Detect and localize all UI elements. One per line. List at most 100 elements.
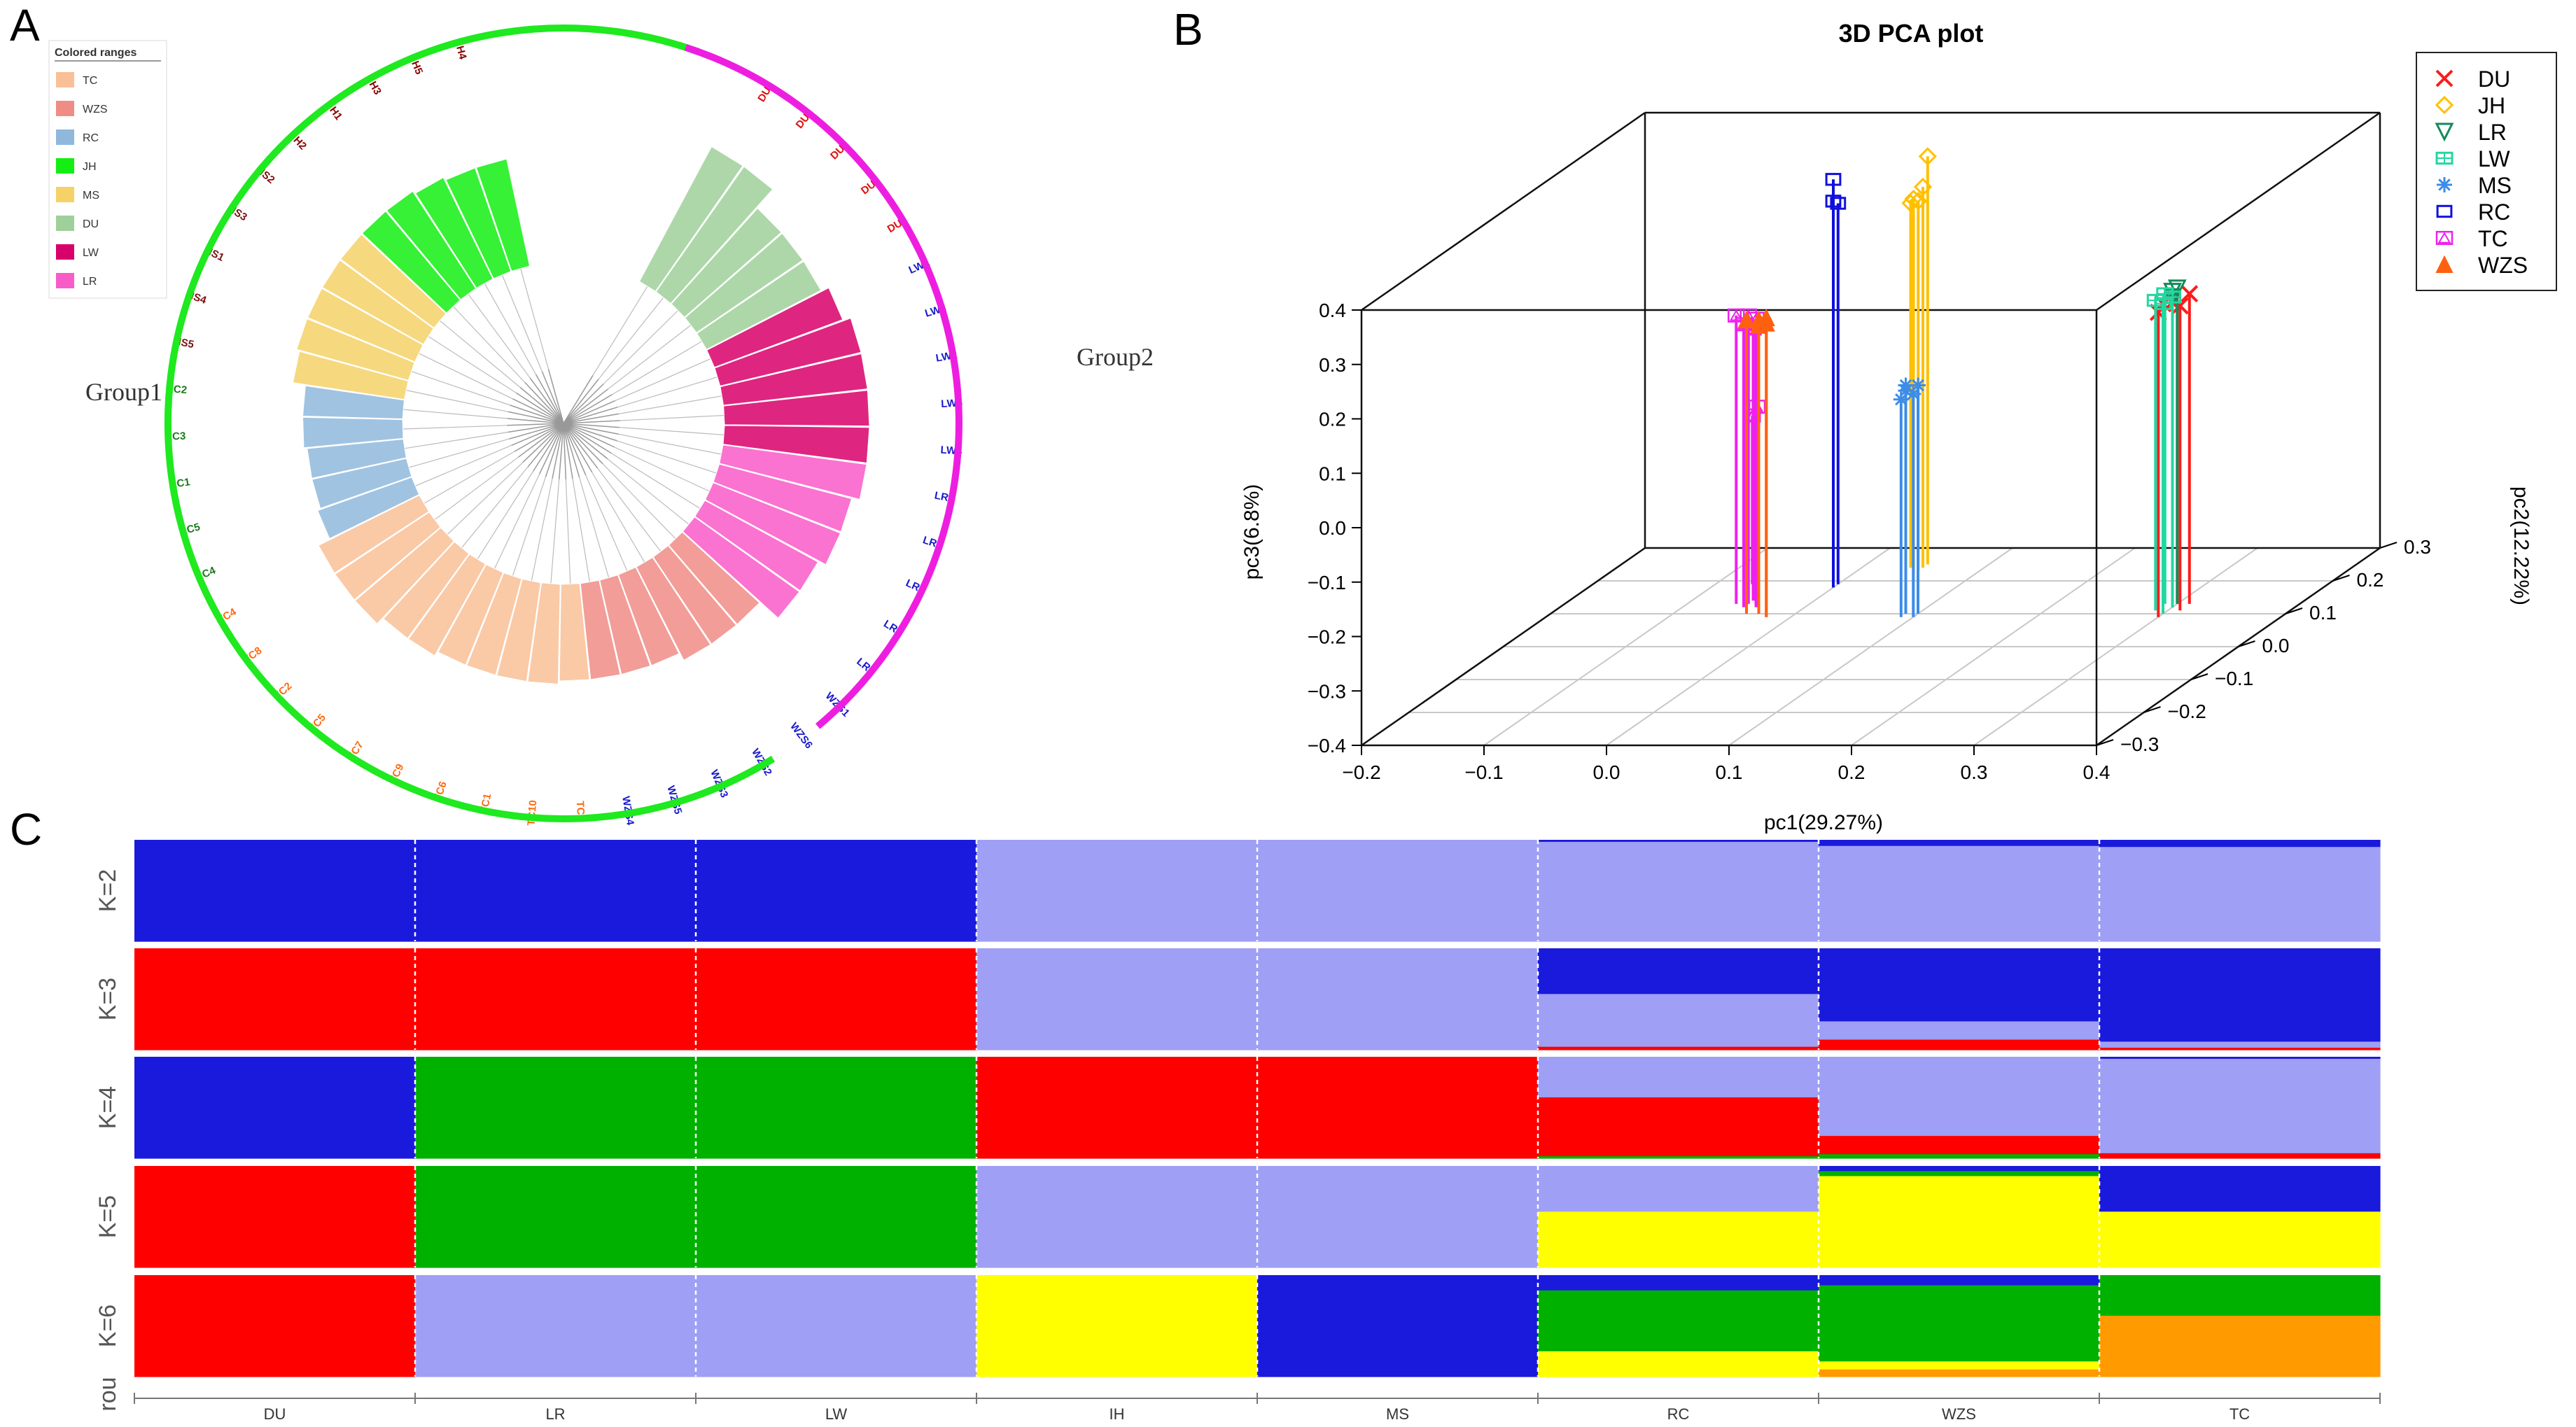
tree-ray — [522, 423, 564, 463]
tree-ray — [563, 423, 598, 469]
pca-point-lw-cross — [2155, 298, 2171, 309]
tree-ray — [547, 369, 564, 424]
tree-branch-du4 — [655, 166, 774, 304]
tree-ray — [510, 405, 564, 424]
x-tick-label: 0.3 — [1961, 761, 1988, 783]
admix-bar-rc-yellow — [1538, 1211, 1819, 1268]
tree-ray — [404, 431, 508, 449]
tree-branch-lr5 — [719, 444, 867, 500]
tree-ray — [563, 423, 580, 478]
admix-bar-wzs-yellow — [1819, 1176, 2100, 1268]
pca-point-wzs — [1757, 308, 1775, 327]
admix-bar-rc-red — [1538, 1046, 1819, 1050]
admix-bar-rc-lavender — [1538, 841, 1819, 942]
admix-bar-tc-blue — [2099, 1166, 2381, 1212]
pca-point-ms — [1905, 386, 1921, 402]
tree-branch-wzs1 — [668, 531, 760, 625]
admix-bar-ih-lavender — [976, 948, 1258, 1050]
tree-ray — [563, 400, 616, 424]
pca-legend-marker-wzs — [2435, 255, 2454, 273]
admix-bar-rc-blue — [1538, 1275, 1819, 1291]
admix-k-label: K=5 — [94, 1195, 121, 1238]
legend-swatch-du — [56, 216, 74, 231]
pca-ticks: −0.2 −0.1 0.0 0.1 0.2 0.3 0.4 −0.4 −0.3 −0.2 −0.1 0… — [1308, 300, 2431, 783]
tree-ray — [603, 310, 679, 384]
tree-ray — [592, 472, 645, 563]
admix-bar-tc-yellow — [2099, 1211, 2381, 1268]
panel-label-b: B — [1173, 4, 1203, 55]
tree-legend: Colored ranges TC WZS RC JH MS DU LW LR — [48, 40, 167, 299]
tree-branch-tc10 — [527, 582, 561, 685]
tree-branch-ms4 — [296, 318, 415, 381]
tree-ray — [602, 463, 676, 540]
admix-bar-lr-red — [415, 948, 696, 1050]
legend-swatch-ms — [56, 187, 74, 202]
pca-legend-label-wzs: WZS — [2478, 253, 2528, 278]
group2-arc — [685, 43, 962, 729]
tree-branch-lw5 — [723, 390, 870, 427]
tree-branch-ms5 — [292, 351, 409, 400]
pca-series-rc — [1825, 173, 1847, 588]
tree-ray — [402, 425, 507, 430]
admix-bar-tc-blue — [2099, 1057, 2381, 1060]
z-tick-label: −0.2 — [2168, 701, 2206, 722]
tree-ray — [608, 325, 692, 390]
tree-branch-lw1 — [706, 287, 844, 368]
pca-point-jh — [1901, 194, 1920, 213]
y-tick-label: 0.3 — [1319, 354, 1346, 376]
pca-series-ms — [1893, 377, 1926, 617]
tree-branch-jh1 — [386, 190, 477, 300]
tree-branch-lr1 — [704, 482, 841, 565]
tree-branch-du2 — [671, 207, 782, 318]
tree-ray — [439, 320, 521, 388]
tree-branch-jh5 — [445, 167, 512, 279]
admix-k-label: K=2 — [94, 869, 121, 912]
admix-bar-ms-lavender — [1257, 840, 1539, 942]
admix-bottom-label: rou — [94, 1377, 121, 1411]
tree-ray — [507, 418, 564, 424]
y-tick-label: −0.4 — [1308, 735, 1346, 757]
tree-ray — [541, 371, 564, 424]
tree-ray — [508, 411, 564, 424]
tree-ray — [535, 374, 564, 424]
admix-bar-tc-red — [2099, 1153, 2381, 1159]
pca-legend-marker-ms — [2437, 177, 2452, 192]
admix-bar-du-blue — [134, 1057, 416, 1159]
admix-pop-label-tc: TC — [2230, 1405, 2250, 1423]
tree-branch-lr4 — [713, 463, 853, 533]
tree-ray — [563, 423, 573, 479]
tree-branch-wzs2 — [636, 556, 711, 661]
pca-point-jh — [1913, 177, 1933, 197]
admixture-rows: K=2 K=3 K=4 K=5 K=6 — [94, 840, 2381, 1377]
tree-branch-tc2 — [354, 527, 455, 625]
tree-ray — [563, 423, 603, 465]
pca-legend-marker-tc-tri — [2437, 232, 2451, 244]
tree-branch-tc4 — [318, 494, 430, 574]
leaf-label-tc10: TC10 — [526, 800, 540, 827]
tree-ray — [509, 423, 564, 440]
floor-grid-line — [1728, 547, 2013, 746]
floor-grid-line — [1851, 547, 2136, 746]
admix-bar-du-red — [134, 1275, 416, 1377]
tree-ray — [563, 423, 587, 476]
legend-label-du: DU — [83, 218, 99, 230]
admix-pop-label-wzs: WZS — [1942, 1405, 1976, 1423]
y-tick-label: −0.1 — [1308, 572, 1346, 593]
floor-grid-line — [1973, 547, 2258, 746]
tree-ray — [501, 274, 542, 372]
pca-points — [1728, 147, 2199, 617]
group1-arc — [164, 24, 776, 823]
admix-bar-wzs-green — [1819, 1285, 2100, 1362]
leaf-label-wzs6: WZS6 — [788, 721, 815, 751]
legend-label-ms: MS — [83, 190, 99, 202]
pca-box — [1360, 111, 2381, 747]
tree-ray — [402, 409, 507, 419]
legend-swatch-tc — [56, 72, 74, 87]
tree-ray — [477, 470, 534, 560]
pca-point-rc — [1825, 173, 1842, 186]
tree-ray — [529, 377, 564, 424]
tree-branch-tc7 — [407, 554, 486, 656]
admix-bar-rc-blue — [1538, 840, 1819, 843]
y-tick-label: −0.2 — [1308, 626, 1346, 648]
admix-bar-rc-lavender — [1538, 1057, 1819, 1098]
